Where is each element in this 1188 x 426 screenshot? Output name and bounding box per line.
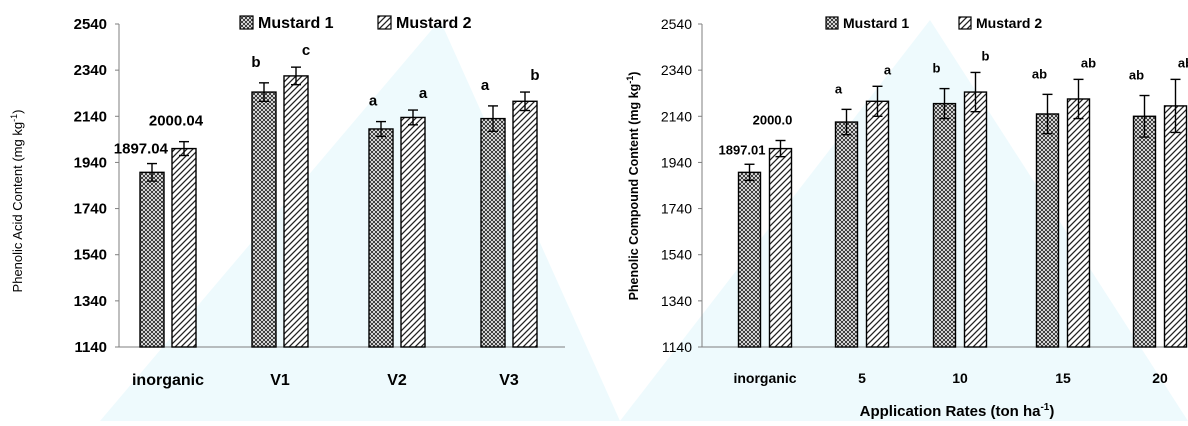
legend-label-2: Mustard 2 (396, 15, 472, 32)
bar-1 (1037, 114, 1059, 347)
bar-2 (401, 117, 425, 347)
data-label: c (302, 42, 310, 59)
legend-swatch-1 (240, 16, 253, 29)
y-axis: 1140 1340 1540 1740 1940 2140 2340 2540 (661, 16, 702, 355)
data-label: b (933, 61, 941, 76)
x-axis-title-suffix: ) (1049, 403, 1054, 420)
y-tick-label: 1340 (661, 293, 692, 309)
data-label: a (884, 62, 892, 77)
y-tick-label: 2540 (74, 16, 107, 33)
bar-2 (513, 101, 537, 347)
bar-1 (836, 122, 858, 347)
data-label: 2000.04 (149, 113, 204, 130)
y-tick-label: 1140 (662, 339, 692, 355)
y-tick-label: 1140 (74, 339, 107, 356)
bar-1 (369, 129, 393, 347)
x-tick-label: inorganic (132, 372, 204, 389)
y-tick-label: 1540 (661, 247, 692, 263)
x-tick-label: 20 (1152, 370, 1168, 386)
x-tick-label: 15 (1055, 370, 1071, 386)
y-axis-title-text: Phenolic Compound Content (mg kg (627, 84, 641, 301)
legend-swatch-2 (959, 17, 971, 29)
bar-2 (965, 92, 987, 347)
data-label: a (835, 81, 843, 96)
y-axis-title-sup: -1 (625, 76, 635, 84)
chart-phenolic-acid: Phenolic Acid Content (mg kg-1) 1140 1340… (9, 15, 565, 389)
data-label: b (251, 54, 260, 71)
bar-1 (252, 92, 276, 347)
legend: Mustard 1 Mustard 2 (240, 15, 472, 32)
y-tick-label: 1540 (74, 247, 107, 264)
bar-2 (770, 149, 792, 347)
data-label: 1897.01 (719, 142, 766, 157)
bar-2 (1165, 106, 1187, 347)
bar-2 (1068, 99, 1090, 347)
y-tick-label: 1940 (661, 154, 692, 170)
legend-label-1: Mustard 1 (843, 15, 909, 31)
data-label: b (982, 48, 990, 63)
x-tick-label: V3 (499, 372, 519, 389)
legend-swatch-2 (378, 16, 391, 29)
bar-2 (172, 149, 196, 347)
bar-2 (284, 76, 308, 347)
y-axis-title-suffix: ) (627, 72, 641, 76)
y-axis-title: Phenolic Compound Content (mg kg-1) (625, 72, 641, 301)
y-tick-label: 2140 (74, 108, 107, 125)
data-label: a (369, 93, 378, 110)
data-label: a (419, 85, 428, 102)
legend-label-1: Mustard 1 (258, 15, 334, 32)
y-tick-label: 1340 (74, 293, 107, 310)
data-label: 2000.0 (753, 113, 793, 128)
y-tick-label: 2540 (661, 16, 692, 32)
data-label: ab (1032, 66, 1047, 81)
x-tick-label: 10 (952, 370, 968, 386)
y-tick-label: 2340 (661, 62, 692, 78)
y-axis-title-sup: -1 (9, 114, 19, 122)
data-label: ab (1178, 55, 1188, 70)
bar-1 (934, 104, 956, 347)
legend-label-2: Mustard 2 (976, 15, 1042, 31)
data-label: ab (1081, 55, 1096, 70)
legend-swatch-1 (826, 17, 838, 29)
y-tick-label: 2140 (661, 108, 692, 124)
data-label: 1897.04 (114, 141, 169, 158)
bar-2 (867, 101, 889, 347)
x-tick-label: inorganic (733, 370, 796, 386)
y-tick-label: 1740 (74, 201, 107, 218)
bar-1 (481, 119, 505, 347)
x-axis-title-text: Application Rates (ton ha (860, 403, 1042, 420)
bar-1 (739, 172, 761, 347)
y-tick-label: 1940 (74, 154, 107, 171)
x-tick-label: V1 (270, 372, 290, 389)
svg-text:Phenolic Acid Content (mg kg-1: Phenolic Acid Content (mg kg-1) (9, 110, 25, 293)
x-tick-label: V2 (387, 372, 407, 389)
y-axis: 1140 1340 1540 1740 1940 2140 2340 2540 (74, 16, 119, 356)
x-tick-label: 5 (858, 370, 866, 386)
data-label: b (530, 67, 539, 84)
data-label: a (481, 77, 490, 94)
y-axis-title-suffix: ) (10, 110, 25, 114)
y-tick-label: 1740 (661, 201, 692, 217)
y-axis-title: Phenolic Acid Content (mg kg-1) (9, 110, 25, 293)
x-axis-title: Application Rates (ton ha-1) (860, 402, 1055, 420)
y-tick-label: 2340 (74, 62, 107, 79)
bar-1 (1134, 116, 1156, 347)
svg-text:Phenolic Compound Content (mg: Phenolic Compound Content (mg kg-1) (625, 72, 641, 301)
bar-1 (140, 172, 164, 347)
y-axis-title-text: Phenolic Acid Content (mg kg (10, 122, 25, 293)
data-label: ab (1129, 68, 1144, 83)
